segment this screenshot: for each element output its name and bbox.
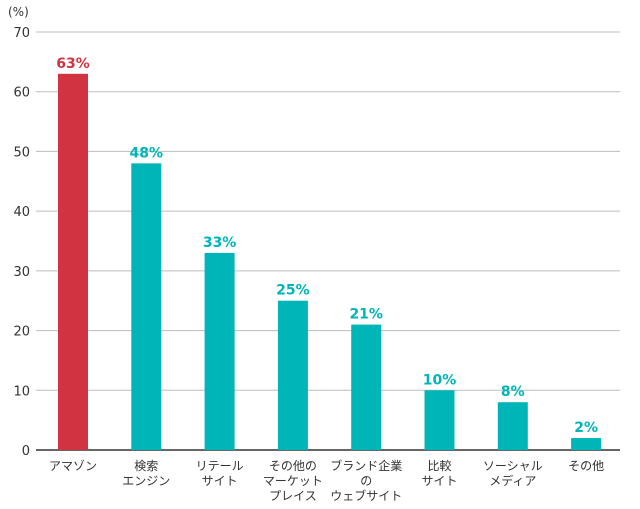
data-label: 63% xyxy=(56,56,90,72)
bar xyxy=(131,163,162,450)
x-category-label-line: アマゾン xyxy=(49,459,97,473)
x-category-label: リテールサイト xyxy=(196,459,244,488)
y-tick-label: 10 xyxy=(13,384,30,399)
x-category-label: 検索エンジン xyxy=(122,459,170,488)
x-category-label-line: 比較 xyxy=(427,458,451,473)
x-category-label: ブランド企業のウェブサイト xyxy=(330,458,402,503)
x-category-label-line: サイト xyxy=(202,474,238,488)
bar xyxy=(571,438,602,450)
y-tick-label: 40 xyxy=(13,205,30,220)
x-category-label-line: その他の xyxy=(269,459,317,473)
x-category-label: その他のマーケットプレイス xyxy=(263,459,323,503)
x-category-label: ソーシャルメディア xyxy=(483,459,543,488)
x-category-label-line: の xyxy=(360,474,372,488)
y-tick-label: 0 xyxy=(22,444,30,459)
y-tick-label: 50 xyxy=(13,145,30,160)
bar xyxy=(497,402,528,450)
x-category-label: アマゾン xyxy=(49,459,97,473)
data-label: 33% xyxy=(203,235,237,251)
x-category-label-line: 検索 xyxy=(134,459,158,473)
y-tick-label: 20 xyxy=(13,325,30,340)
bar xyxy=(424,390,455,450)
y-tick-label: 70 xyxy=(13,26,30,41)
x-category-label: 比較サイト xyxy=(421,458,457,488)
x-category-label-line: ウェブサイト xyxy=(330,488,402,503)
x-category-label-line: エンジン xyxy=(122,474,170,488)
y-tick-label: 60 xyxy=(13,86,30,101)
x-category-label-line: ブランド企業 xyxy=(330,458,402,473)
data-label: 10% xyxy=(423,372,457,388)
x-category-label: その他 xyxy=(568,459,604,473)
data-label: 8% xyxy=(501,384,525,400)
bar xyxy=(58,73,88,451)
y-axis-unit-label: (%) xyxy=(8,5,29,19)
data-label: 21% xyxy=(349,307,383,323)
bar xyxy=(204,252,235,450)
data-label: 25% xyxy=(276,283,310,299)
x-category-label-line: メディア xyxy=(489,473,536,488)
x-category-label-line: サイト xyxy=(421,474,457,488)
x-category-label-line: ソーシャル xyxy=(483,459,543,473)
bar xyxy=(351,324,382,450)
x-category-label-line: リテール xyxy=(196,459,244,473)
x-category-label-line: その他 xyxy=(568,459,604,473)
x-category-label-line: プレイス xyxy=(269,489,317,503)
y-tick-label: 30 xyxy=(13,265,30,280)
x-category-label-line: マーケット xyxy=(263,474,323,488)
data-label: 48% xyxy=(130,145,164,161)
bar xyxy=(277,300,308,450)
data-label: 2% xyxy=(574,420,598,436)
